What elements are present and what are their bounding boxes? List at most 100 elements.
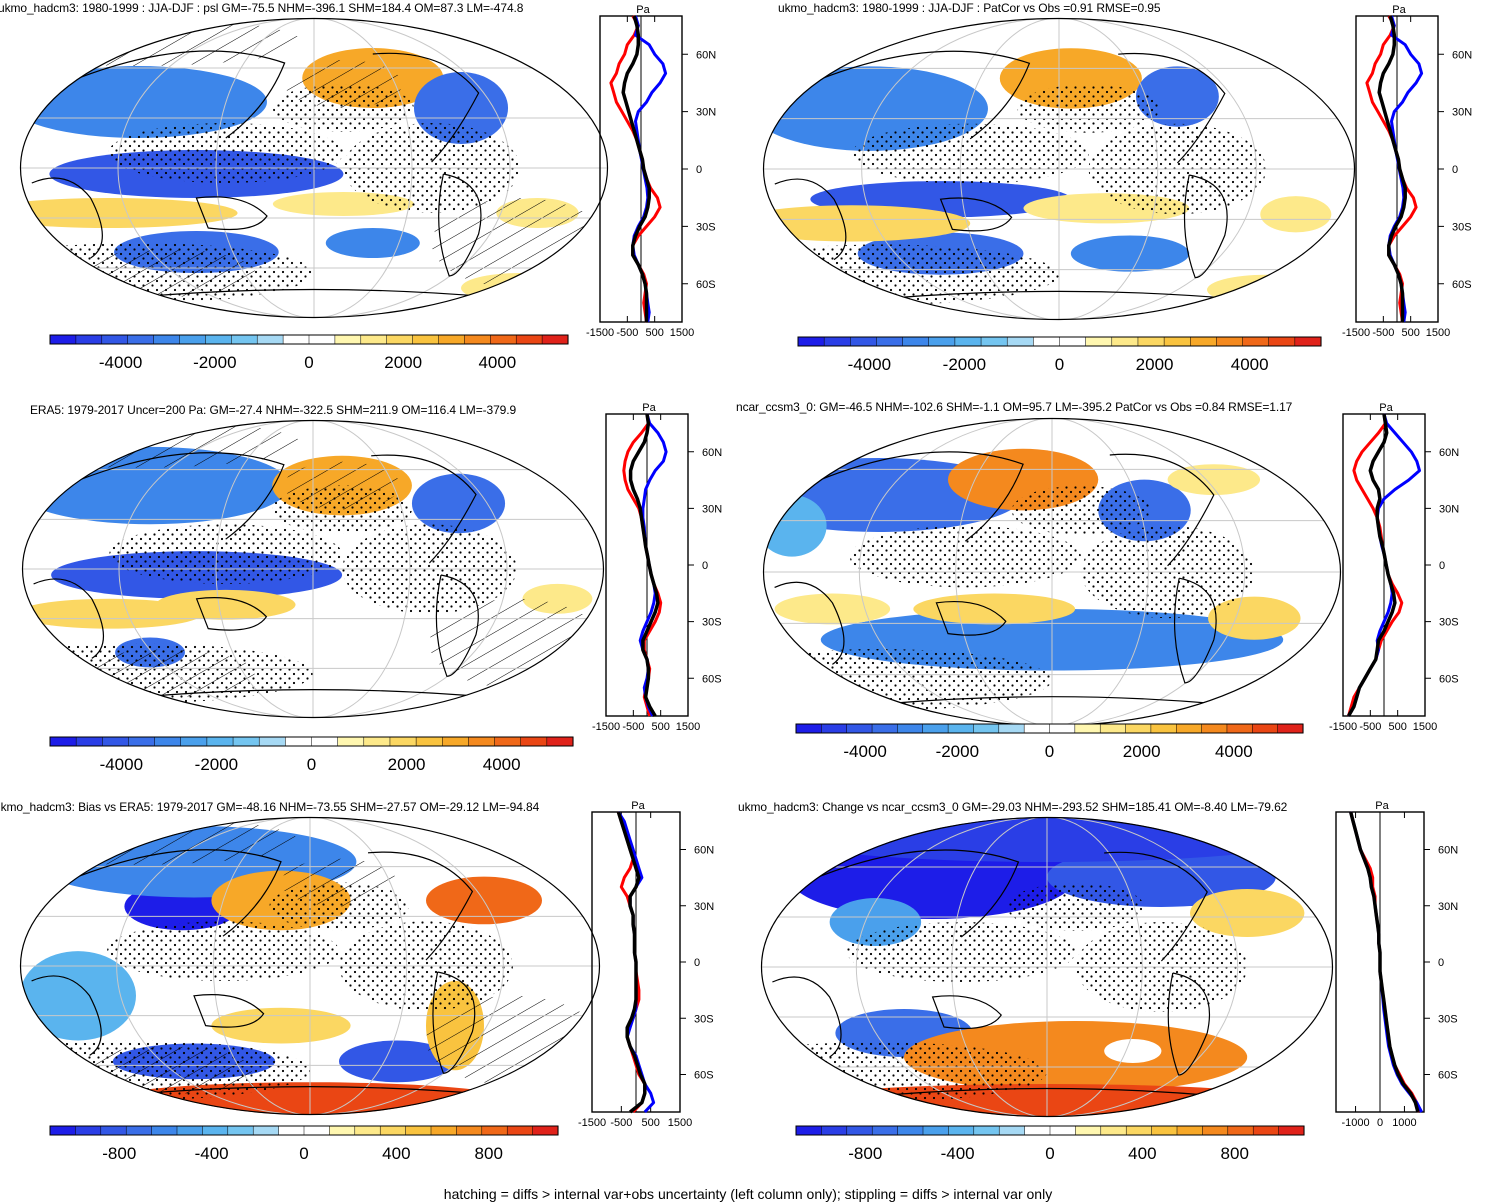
- colorbar-swatch: [405, 1125, 432, 1136]
- colorbar-tick-label: 400: [1128, 1144, 1156, 1163]
- coastline: [432, 971, 476, 1074]
- colorbar-swatch: [902, 336, 930, 347]
- zonal-mean-line-mmm: [616, 811, 647, 1114]
- colorbar-swatch: [430, 1125, 457, 1136]
- zonal-mean-line-obs: [631, 15, 668, 323]
- colorbar-swatch: [1074, 723, 1101, 734]
- colorbar-swatch: [821, 723, 848, 734]
- x-tick-label: -1000: [1341, 1117, 1369, 1129]
- colorbar-tick-label: 0: [1045, 742, 1054, 761]
- y-tick-label: 30N: [1438, 901, 1458, 913]
- coastline: [931, 995, 1002, 1030]
- colorbar-swatch: [846, 723, 873, 734]
- colorbar-swatch: [442, 736, 469, 747]
- map-plot: [21, 419, 605, 719]
- colorbar-swatch: [231, 334, 258, 345]
- stippling-region: [1011, 485, 1151, 536]
- colorbar-swatch: [1033, 336, 1061, 347]
- colorbar-swatch: [49, 334, 77, 345]
- x-tick-label: 1500: [668, 1117, 692, 1129]
- map-plot: [760, 816, 1334, 1118]
- field-anomaly-region: [211, 1007, 351, 1044]
- panel-title: ukmo_hadcm3: 1980-1999 : JJA-DJF : psl G…: [0, 1, 524, 15]
- y-tick-label: 0: [1452, 164, 1458, 176]
- colorbar-swatch: [415, 736, 443, 747]
- coastline: [372, 52, 480, 163]
- graticule-meridian: [116, 817, 311, 1115]
- map-plot: [762, 17, 1356, 321]
- colorbar-tick-label: -400: [195, 1144, 229, 1163]
- colorbar-swatch: [1278, 1125, 1305, 1136]
- graticule-meridian: [212, 817, 311, 1115]
- hatching-region: [281, 858, 397, 907]
- colorbar-swatch: [1294, 336, 1322, 347]
- colorbar-swatch: [515, 334, 543, 345]
- colorbar: -800 -400 0 400 800: [49, 1125, 559, 1163]
- colorbar-frame: [795, 1125, 1305, 1136]
- colorbar-tick-label: 0: [307, 755, 316, 774]
- colorbar-swatch: [278, 1125, 305, 1136]
- field-anomaly-region: [1104, 1039, 1162, 1063]
- coastline: [1104, 851, 1208, 962]
- graticule-meridian: [312, 420, 508, 718]
- coastline: [137, 288, 491, 298]
- y-tick-label: 30S: [1438, 1013, 1458, 1025]
- colorbar-swatch: [127, 334, 155, 345]
- y-tick-label: 60S: [1439, 673, 1459, 685]
- colorbar-swatch: [1277, 723, 1304, 734]
- colorbar-swatch: [1268, 336, 1296, 347]
- colorbar-swatch: [252, 1125, 280, 1136]
- graticule-meridian: [117, 18, 315, 318]
- colorbar-tick-label: -4000: [843, 742, 886, 761]
- coastline: [817, 849, 1020, 938]
- x-tick-label: 1000: [1392, 1117, 1416, 1129]
- colorbar-swatch: [947, 723, 975, 734]
- field-anomaly-region: [155, 589, 296, 620]
- colorbar-swatch: [1125, 723, 1152, 734]
- x-tick-label: 0: [1377, 1117, 1383, 1129]
- y-tick-label: 60N: [1452, 49, 1472, 61]
- x-tick-label: 1500: [676, 721, 700, 733]
- colorbar-swatch: [481, 1125, 508, 1136]
- coastline: [371, 454, 477, 564]
- unit-label: Pa: [636, 4, 650, 16]
- colorbar-swatch: [412, 334, 440, 345]
- coastline: [78, 50, 286, 139]
- y-tick-label: 0: [702, 560, 708, 572]
- graticule-meridian: [312, 420, 411, 718]
- panel-title: ukmo_hadcm3: Change vs ncar_ccsm3_0 GM=-…: [738, 800, 1288, 814]
- y-tick-label: 60S: [702, 673, 722, 685]
- colorbar-swatch: [1252, 723, 1279, 734]
- colorbar-tick-label: -2000: [936, 742, 979, 761]
- zonal-mean-plot: Pa -1500 -500 500 1500 60N 30N 0 30S 60S: [1329, 402, 1459, 733]
- panel-title: ncar_ccsm3_0: GM=-46.5 NHM=-102.6 SHM=-1…: [736, 400, 1293, 414]
- colorbar-swatch: [1190, 336, 1217, 347]
- colorbar-swatch: [334, 334, 362, 345]
- colorbar-swatch: [354, 1125, 381, 1136]
- coastline: [1167, 972, 1211, 1076]
- graticule-meridian: [1058, 18, 1159, 320]
- colorbar-swatch: [998, 723, 1025, 734]
- y-tick-label: 30N: [694, 901, 714, 913]
- panel-title: ERA5: 1979-2017 Uncer=200 Pa: GM=-27.4 N…: [30, 403, 517, 417]
- colorbar-swatch: [285, 736, 313, 747]
- coastline: [935, 600, 1007, 636]
- graticule-meridian: [1051, 418, 1149, 726]
- colorbar-swatch: [1023, 723, 1051, 734]
- stippling-region: [849, 525, 1081, 588]
- field-anomaly-region: [1260, 196, 1332, 233]
- colorbar-swatch: [1111, 336, 1139, 347]
- colorbar-frame: [49, 334, 569, 345]
- colorbar-swatch: [389, 736, 417, 747]
- field-anomaly-region: [774, 593, 891, 625]
- zonal-mean-plot: Pa -1500 -500 500 1500 60N 30N 0 30S 60S: [1342, 4, 1472, 339]
- colorbar-swatch: [49, 736, 77, 747]
- graticule-meridian: [1046, 817, 1239, 1117]
- colorbar-swatch: [101, 334, 129, 345]
- colorbar-swatch: [922, 723, 949, 734]
- graticule-meridian: [858, 418, 1053, 726]
- field-anomaly-region: [763, 205, 971, 242]
- coastline: [79, 452, 285, 540]
- coastline: [193, 994, 265, 1028]
- colorbar-tick-label: 2000: [1123, 742, 1161, 761]
